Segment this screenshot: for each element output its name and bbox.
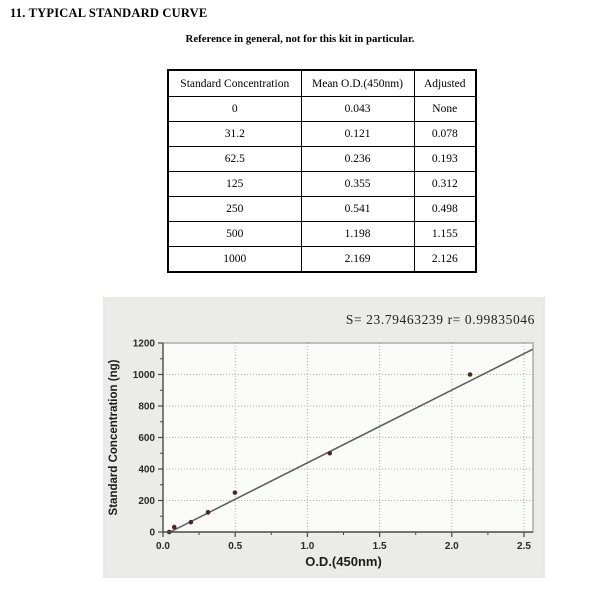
- table-row: 1000 2.169 2.126: [167, 246, 477, 273]
- table-cell: 1000: [167, 246, 302, 273]
- table-row: 0 0.043 None: [167, 96, 477, 122]
- standard-curve-table: Standard Concentration Mean O.D.(450nm) Ad…: [167, 69, 477, 273]
- y-tick-label: 200: [138, 496, 155, 507]
- table-cell: 0.121: [300, 121, 415, 147]
- y-tick-label: 0: [149, 528, 155, 539]
- table-cell: 0.355: [300, 171, 415, 197]
- x-tick-label: 0.0: [156, 541, 170, 552]
- x-tick-label: 1.5: [373, 541, 387, 552]
- y-tick-label: 800: [138, 402, 155, 413]
- data-point: [232, 490, 238, 495]
- y-tick-label: 400: [138, 465, 155, 476]
- table-cell: 31.2: [167, 121, 302, 147]
- table-row: 250 0.541 0.498: [167, 196, 477, 222]
- fit-line: [169, 348, 534, 533]
- standard-curve-chart: 0 200 400 600 800 1000 1200 0.0 0.5 1.0 1.5 2.0 2.5 S…: [103, 297, 545, 578]
- x-tick-label: 1.0: [300, 541, 314, 552]
- table-row: 125 0.355 0.312: [167, 171, 477, 197]
- table-cell: 250: [167, 196, 302, 222]
- y-tick-label: 600: [138, 433, 155, 444]
- table-cell: 0: [167, 96, 302, 122]
- table-row: 500 1.198 1.155: [167, 221, 477, 247]
- table-header-cell: Mean O.D.(450nm): [300, 69, 415, 97]
- table-cell: 0.043: [300, 96, 415, 122]
- table-cell: 0.312: [413, 171, 477, 197]
- y-tick-label: 1200: [133, 339, 156, 350]
- table-cell: 0.078: [413, 121, 477, 147]
- stats-annotation: S= 23.79463239 r= 0.99835046: [346, 312, 535, 327]
- table-cell: None: [413, 96, 477, 122]
- table-row: 62.5 0.236 0.193: [167, 146, 477, 172]
- x-tick-label: 2.0: [445, 541, 459, 552]
- table-cell: 0.541: [300, 196, 415, 222]
- standard-curve-plot: 0 200 400 600 800 1000 1200 0.0 0.5 1.0 1.5 2.0 2.5 S…: [108, 312, 535, 569]
- reference-note: Reference in general, not for this kit i…: [185, 33, 415, 45]
- x-axis-label: O.D.(450nm): [305, 554, 382, 569]
- table-header-cell: Adjusted: [413, 69, 477, 97]
- data-point: [188, 519, 194, 525]
- x-tick-label: 2.5: [517, 541, 531, 552]
- y-tick-label: 1000: [133, 370, 156, 381]
- table-cell: 0.193: [413, 146, 477, 172]
- table-header-row: Standard Concentration Mean O.D.(450nm) Ad…: [167, 69, 477, 97]
- table-cell: 125: [167, 171, 302, 197]
- table-cell: 1.198: [300, 221, 415, 247]
- table-cell: 500: [167, 221, 302, 247]
- table-cell: 0.236: [300, 146, 415, 172]
- table-cell: 1.155: [413, 221, 477, 247]
- table-cell: 62.5: [167, 146, 302, 172]
- y-axis-label: Standard Concentration (ng): [108, 359, 120, 515]
- plot-area: [163, 343, 533, 532]
- table-row: 31.2 0.121 0.078: [167, 121, 477, 147]
- table-cell: 0.498: [413, 196, 477, 222]
- x-tick-label: 0.5: [228, 541, 242, 552]
- table-cell: 2.169: [300, 246, 415, 273]
- data-point: [171, 524, 177, 530]
- data-point: [205, 510, 211, 515]
- data-point: [467, 372, 473, 377]
- table-cell: 2.126: [413, 246, 477, 273]
- section-heading: 11. TYPICAL STANDARD CURVE: [10, 6, 208, 20]
- data-point: [327, 450, 333, 456]
- table-header-cell: Standard Concentration: [167, 69, 302, 97]
